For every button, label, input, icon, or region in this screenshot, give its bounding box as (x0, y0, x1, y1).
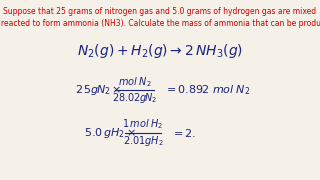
Text: $2.01gH_2$: $2.01gH_2$ (123, 134, 164, 147)
Text: $mol\;N_2$: $mol\;N_2$ (118, 75, 151, 89)
Text: $2\,5g\!N_2 \times$: $2\,5g\!N_2 \times$ (75, 83, 122, 97)
Text: $5.0\,gH_2 \times$: $5.0\,gH_2 \times$ (84, 125, 136, 140)
Text: Suppose that 25 grams of nitrogen gas and 5.0 grams of hydrogen gas are mixed
an: Suppose that 25 grams of nitrogen gas an… (0, 7, 320, 28)
Text: $N_2(g) + H_2(g) \rightarrow 2\,NH_3(g)$: $N_2(g) + H_2(g) \rightarrow 2\,NH_3(g)$ (77, 42, 243, 60)
Text: $= 2.$: $= 2.$ (171, 127, 196, 139)
Text: $= 0.892\;mol\;N_2$: $= 0.892\;mol\;N_2$ (164, 83, 251, 97)
Text: $28.02g\!N_2$: $28.02g\!N_2$ (112, 91, 157, 105)
Text: $1\,mol\;H_2$: $1\,mol\;H_2$ (122, 118, 164, 131)
